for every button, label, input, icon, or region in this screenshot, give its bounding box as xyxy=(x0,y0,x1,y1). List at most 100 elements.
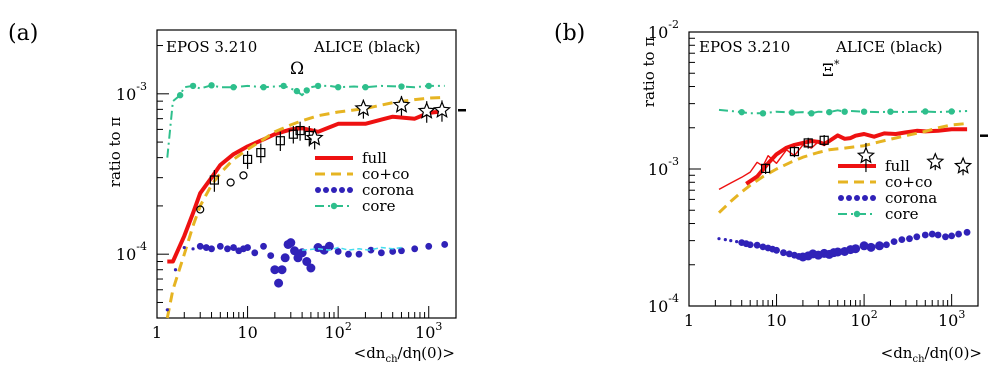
x-tick-label: 10 xyxy=(237,323,257,342)
legend: fullco+cocoronacore xyxy=(315,149,414,215)
x-label-sub: ch xyxy=(385,354,398,365)
core-point xyxy=(315,83,321,89)
header-left: EPOS 3.210 xyxy=(699,38,790,56)
corona-point xyxy=(425,243,432,250)
corona-point xyxy=(217,243,224,250)
corona-point xyxy=(441,241,448,248)
legend-swatch-corona xyxy=(854,195,860,201)
x-label-tail: /dη(0)> xyxy=(398,344,455,362)
y-axis-label: ratio to π xyxy=(106,117,124,188)
corona-point xyxy=(867,243,876,252)
series-layer xyxy=(166,82,448,318)
corona-point xyxy=(735,240,738,243)
particle-label: Ω xyxy=(290,59,304,79)
core-point xyxy=(861,108,867,114)
core-point xyxy=(948,108,954,114)
corona-point xyxy=(267,252,274,259)
core-series xyxy=(167,85,444,157)
core-point xyxy=(190,83,196,89)
data-points-layer xyxy=(762,135,971,175)
corona-point xyxy=(208,245,215,252)
legend-swatch-corona xyxy=(339,187,345,193)
corona-point xyxy=(955,231,962,238)
core-point xyxy=(760,110,766,116)
particle-superscript: * xyxy=(834,58,840,71)
core-point xyxy=(362,84,368,90)
corona-point xyxy=(929,231,936,238)
legend-swatch-corona xyxy=(347,187,353,193)
particle-label: Ξ* xyxy=(822,58,840,81)
panel-label: (a) xyxy=(8,21,38,46)
core-point xyxy=(887,108,893,114)
corona-point xyxy=(922,232,929,239)
corona-point xyxy=(773,247,780,254)
panel-b: (b) ratio to π EPOS 3.210 ALICE (black) … xyxy=(554,18,988,365)
corona-point xyxy=(183,246,186,249)
x-tick-label: 1 xyxy=(152,323,162,342)
x-axis-label: <dnch/dη(0)> xyxy=(354,344,455,365)
legend-swatch-corona xyxy=(870,195,876,201)
y-tick-label: 10-3 xyxy=(648,155,679,179)
legend-swatch-core-dot xyxy=(854,211,860,217)
corona-point xyxy=(729,239,732,242)
corona-point xyxy=(780,249,787,256)
legend-label: core xyxy=(362,197,396,215)
corona-point xyxy=(898,236,905,243)
core-point xyxy=(739,109,745,115)
corona-point xyxy=(278,265,287,274)
core-point xyxy=(304,87,310,93)
core-point xyxy=(230,84,236,90)
core-point xyxy=(398,83,404,89)
corona-point xyxy=(875,241,884,250)
corona-point xyxy=(197,243,204,250)
corona-point xyxy=(724,238,727,241)
corona-point xyxy=(260,243,267,250)
data-marker-circle xyxy=(227,179,234,186)
x-tick-label: 102 xyxy=(324,320,351,342)
corona-point xyxy=(747,241,754,248)
corona-point xyxy=(356,251,363,258)
corona-point xyxy=(883,241,890,248)
y-tick-label: 10-3 xyxy=(116,80,147,104)
x-tick-label: 1 xyxy=(684,311,694,330)
x-tick-label: 103 xyxy=(938,308,965,330)
legend: fullco+cocoronacore xyxy=(838,157,937,223)
x-tick-label: 102 xyxy=(850,308,877,330)
particle-symbol: Ω xyxy=(290,59,304,79)
corona-point xyxy=(335,248,342,255)
core-point xyxy=(808,110,814,116)
core-point xyxy=(177,92,183,98)
corona-point xyxy=(942,233,949,240)
corona-point xyxy=(411,245,418,252)
y-tick-label: 10-4 xyxy=(116,240,147,264)
corona-point xyxy=(345,251,352,258)
y-tick-label: 10-2 xyxy=(648,18,679,42)
corona-point xyxy=(251,249,258,256)
particle-symbol: Ξ xyxy=(822,61,834,81)
x-axis-label: <dnch/dη(0)> xyxy=(881,344,982,365)
corona-point xyxy=(948,232,955,239)
header-left: EPOS 3.210 xyxy=(166,38,257,56)
header-right: ALICE (black) xyxy=(313,38,420,56)
core-point xyxy=(208,82,214,88)
panel-label: (b) xyxy=(554,21,585,46)
core-point xyxy=(841,108,847,114)
corona-point xyxy=(224,245,231,252)
corona-point xyxy=(274,279,283,288)
legend-swatch-corona xyxy=(331,187,337,193)
data-marker-circle xyxy=(240,172,247,179)
legend-swatch-corona xyxy=(323,187,329,193)
x-tick-label: 10 xyxy=(766,311,786,330)
legend-swatch-corona xyxy=(846,195,852,201)
corona-point xyxy=(851,244,860,253)
corona-point xyxy=(906,235,913,242)
corona-point xyxy=(891,238,898,245)
corona-point xyxy=(964,229,971,236)
legend-label: core xyxy=(885,205,919,223)
corona-point xyxy=(754,242,761,249)
x-label-tail: /dη(0)> xyxy=(925,344,982,362)
axes: 1 10 102 10310-410-310-2 xyxy=(648,18,988,330)
core-point xyxy=(826,109,832,115)
corona-point xyxy=(935,232,942,239)
